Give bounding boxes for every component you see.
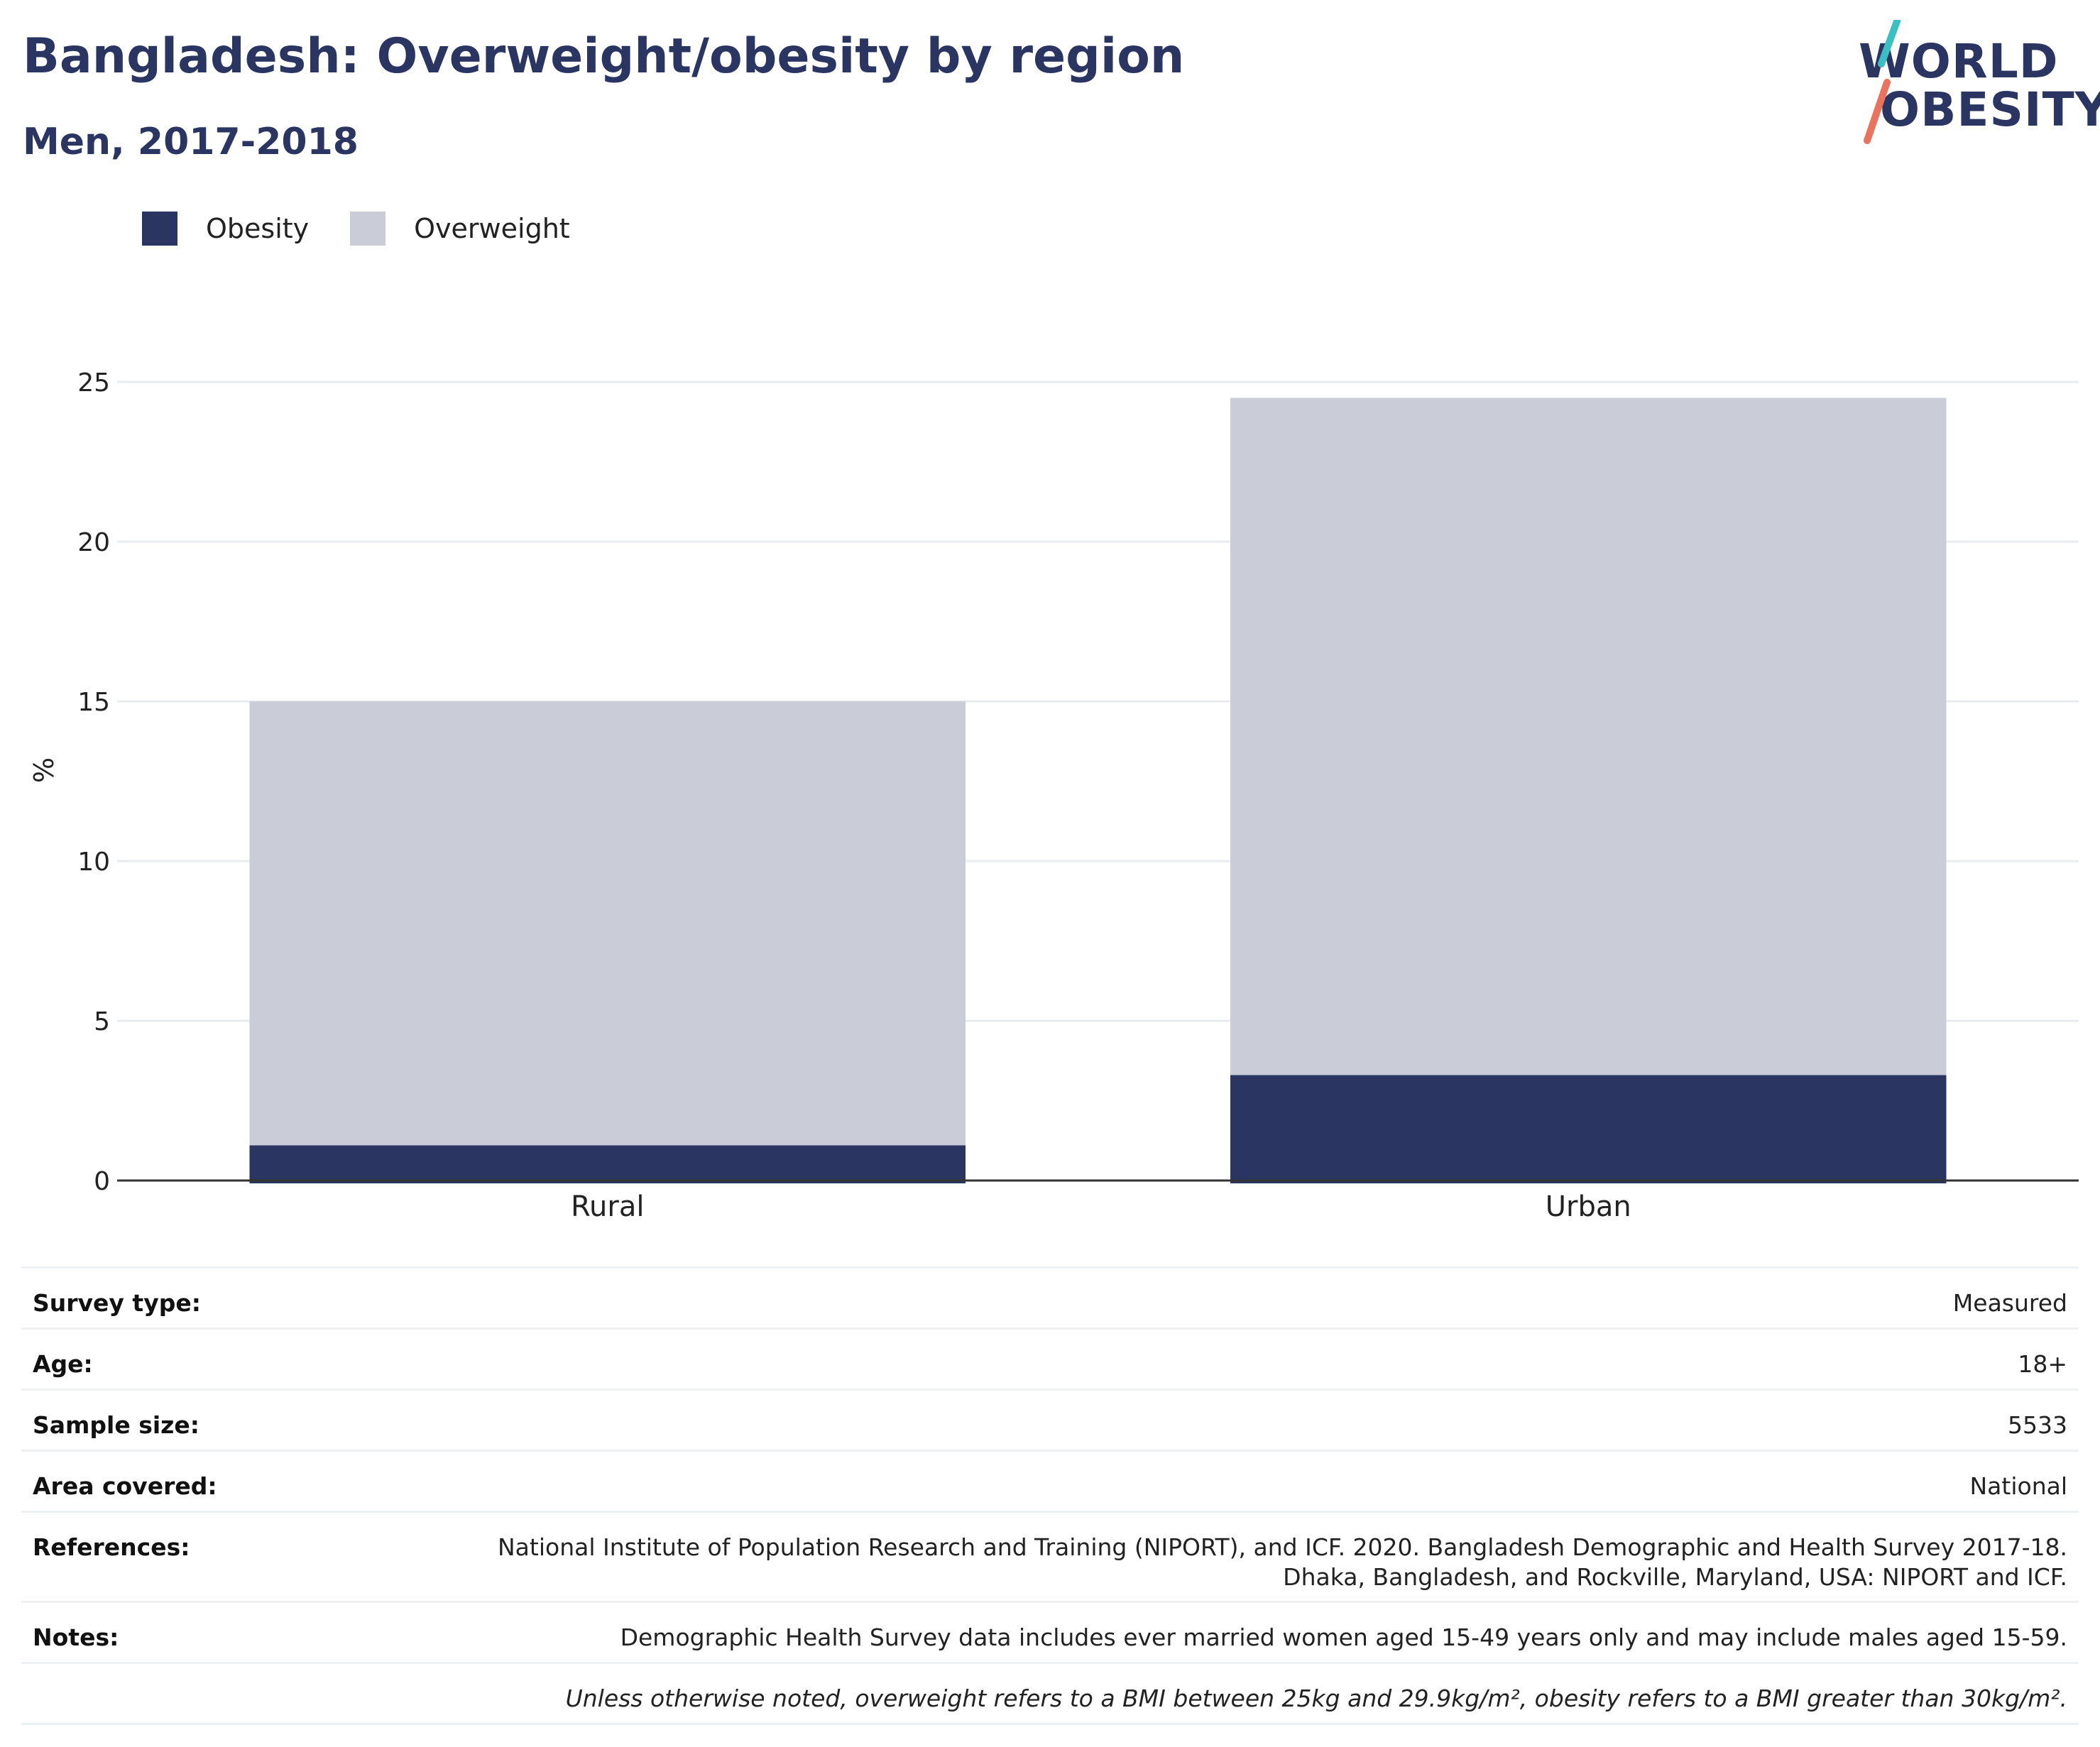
- meta-key: Area covered:: [21, 1450, 342, 1512]
- logo-slash-top: [1878, 20, 1901, 67]
- survey-metadata-table: Survey type: Measured Age: 18+ Sample si…: [21, 1266, 2079, 1725]
- x-tick-label: Rural: [571, 1190, 644, 1223]
- meta-row-age: Age: 18+: [21, 1327, 2079, 1390]
- meta-key: Age:: [21, 1327, 342, 1390]
- bar-overweight-rural: [249, 701, 966, 1146]
- legend-swatch-obesity: [142, 212, 177, 246]
- logo-word-obesity: OBESITY: [1880, 82, 2100, 137]
- meta-key: [21, 1662, 342, 1725]
- y-tick-label: 10: [77, 848, 110, 877]
- reference-line-2: Dhaka, Bangladesh, and Rockville, Maryla…: [1283, 1563, 2067, 1591]
- logo-slash-icon: [1864, 20, 1901, 144]
- meta-value: National: [342, 1450, 2079, 1512]
- meta-row-area-covered: Area covered: National: [21, 1450, 2079, 1512]
- meta-value: Measured: [342, 1266, 2079, 1329]
- meta-row-notes: Notes: Demographic Health Survey data in…: [21, 1601, 2079, 1663]
- meta-key: References:: [21, 1511, 342, 1602]
- y-tick-label: 0: [94, 1167, 110, 1196]
- chart-title: Bangladesh: Overweight/obesity by region: [23, 28, 1185, 84]
- meta-row-bmi-definition: Unless otherwise noted, overweight refer…: [21, 1662, 2079, 1725]
- bar-obesity-rural: [249, 1145, 966, 1183]
- chart-subtitle: Men, 2017-2018: [23, 121, 359, 163]
- y-axis-label: %: [28, 757, 60, 783]
- meta-row-references: References: National Institute of Popula…: [21, 1511, 2079, 1602]
- y-tick-label: 20: [77, 528, 110, 557]
- meta-value: 5533: [342, 1389, 2079, 1451]
- reference-line-1: National Institute of Population Researc…: [498, 1533, 2067, 1561]
- meta-key: Notes:: [21, 1601, 342, 1663]
- bar-overweight-urban: [1230, 398, 1947, 1075]
- y-tick-label: 25: [77, 368, 110, 398]
- legend: Obesity Overweight: [142, 210, 611, 247]
- meta-key: Sample size:: [21, 1389, 342, 1451]
- meta-value: Demographic Health Survey data includes …: [342, 1601, 2079, 1663]
- legend-item-overweight[interactable]: Overweight: [350, 212, 570, 246]
- world-obesity-logo: WORLD OBESITY: [1846, 20, 2100, 148]
- legend-label-overweight: Overweight: [414, 213, 570, 244]
- y-tick-label: 5: [94, 1007, 110, 1036]
- meta-value: Unless otherwise noted, overweight refer…: [342, 1662, 2079, 1725]
- meta-row-survey-type: Survey type: Measured: [21, 1266, 2079, 1329]
- logo-slash-bottom: [1864, 79, 1891, 144]
- x-tick-label: Urban: [1546, 1190, 1631, 1223]
- legend-label-obesity: Obesity: [206, 213, 310, 244]
- meta-value: 18+: [342, 1327, 2079, 1390]
- meta-row-sample-size: Sample size: 5533: [21, 1389, 2079, 1451]
- legend-swatch-overweight: [350, 212, 386, 246]
- legend-item-obesity[interactable]: Obesity: [142, 212, 309, 246]
- bar-chart: 0 5 10 15 20 25% Rural Urban: [28, 368, 2079, 1223]
- meta-value: National Institute of Population Researc…: [342, 1511, 2079, 1602]
- bar-obesity-urban: [1230, 1075, 1947, 1183]
- y-tick-label: 15: [77, 688, 110, 717]
- meta-key: Survey type:: [21, 1266, 342, 1329]
